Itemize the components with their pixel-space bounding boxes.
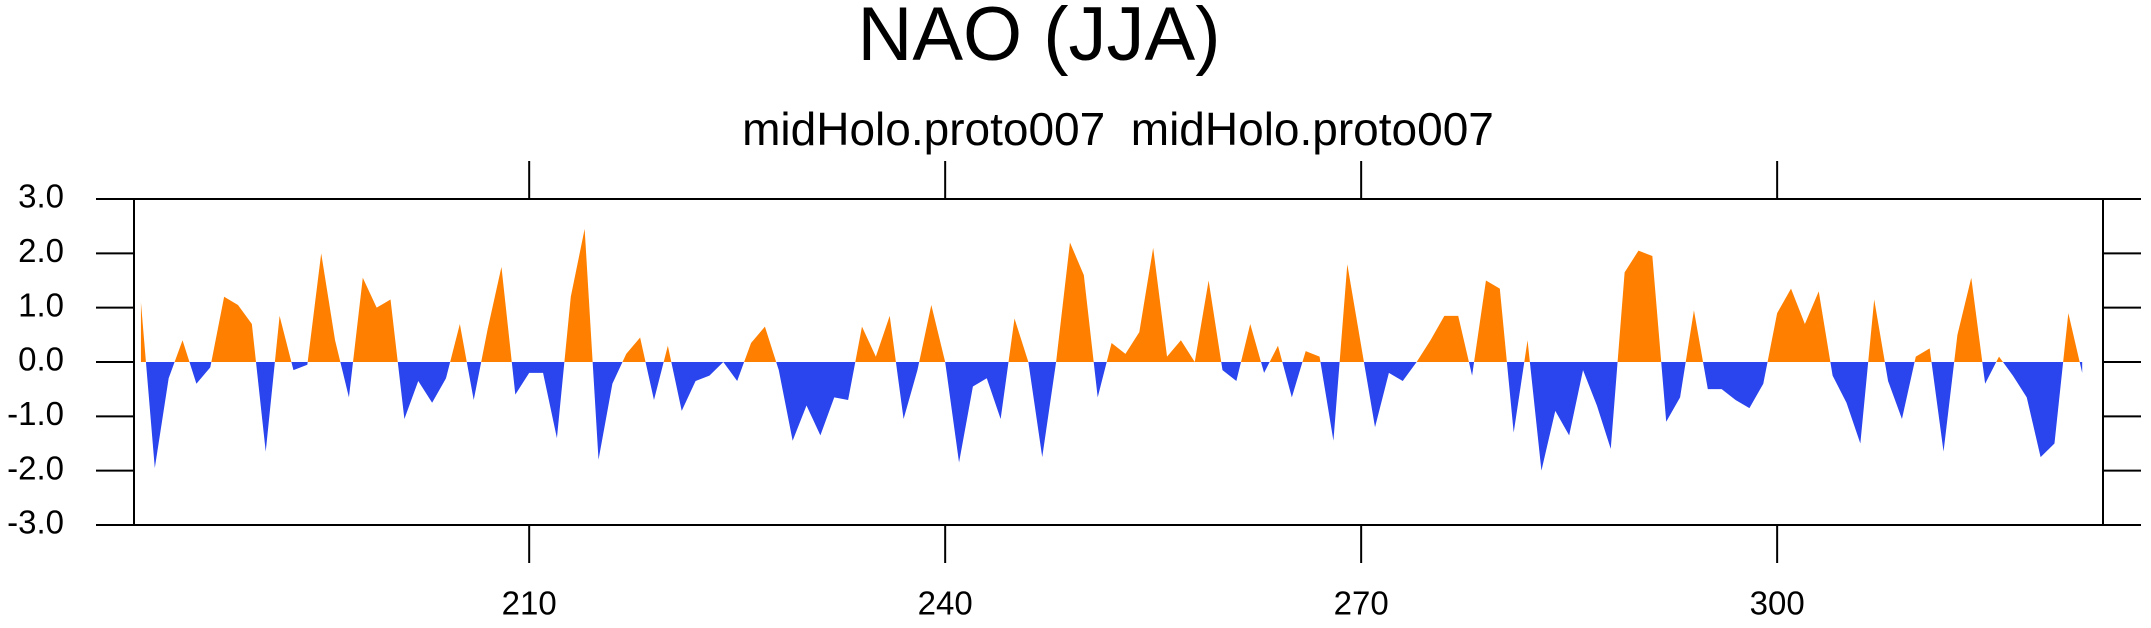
chart-subtitle: midHolo.proto007 midHolo.proto007 [742,103,1494,155]
area-positive [140,228,2083,362]
y-tick-label: 1.0 [18,286,64,323]
y-tick-label: -3.0 [7,504,64,541]
x-tick-label: 240 [918,585,973,622]
y-tick-label: 3.0 [18,178,64,215]
y-tick-label: 0.0 [18,341,64,378]
x-tick-label: 270 [1334,585,1389,622]
x-tick-label: 300 [1750,585,1805,622]
y-tick-label: 2.0 [18,232,64,269]
chart-title: NAO (JJA) [857,0,1220,77]
x-tick-label: 210 [502,585,557,622]
area-negative [140,362,2083,471]
y-tick-label: -2.0 [7,449,64,486]
y-tick-label: -1.0 [7,395,64,432]
